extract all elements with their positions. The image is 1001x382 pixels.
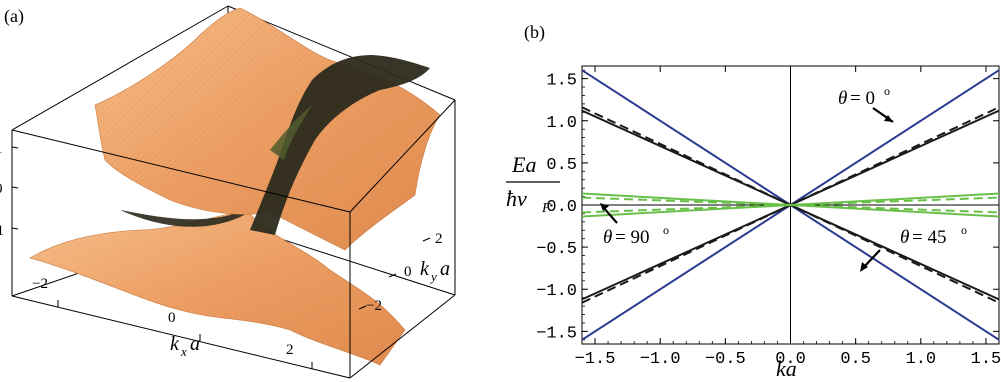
y-tick-label: 1.0 bbox=[546, 114, 577, 133]
panel-a-z-ticks bbox=[11, 146, 19, 230]
panel-b-x-label: ka bbox=[776, 356, 797, 381]
y-tick-label: 0.0 bbox=[546, 198, 577, 217]
surface-lower-sheet bbox=[29, 209, 406, 366]
panel-b-label: (b) bbox=[524, 22, 545, 43]
x-tick-label: −0.5 bbox=[705, 350, 746, 369]
panel-a-y-label: k y a bbox=[420, 258, 450, 284]
panel-a-y-tick-2: 2 bbox=[435, 231, 443, 247]
y-tick-label: −1.0 bbox=[536, 282, 577, 301]
y-tick-label: 1.5 bbox=[546, 72, 577, 91]
svg-text:k: k bbox=[170, 333, 180, 355]
y-tick-label: −0.5 bbox=[536, 240, 577, 259]
x-tick-label: 0.0 bbox=[775, 350, 806, 369]
svg-text:= 45: = 45 bbox=[912, 227, 946, 248]
svg-text:θ: θ bbox=[603, 227, 612, 248]
svg-text:y: y bbox=[429, 269, 437, 284]
panel-a-x-tick-2: 2 bbox=[286, 342, 294, 358]
svg-text:x: x bbox=[180, 344, 187, 359]
svg-text:θ: θ bbox=[900, 227, 909, 248]
arrow-head-theta-45 bbox=[860, 262, 868, 272]
panel-a-y-ticks bbox=[358, 237, 431, 310]
svg-text:a: a bbox=[190, 333, 200, 355]
annotation-theta-45: θ = 45 o bbox=[860, 223, 967, 272]
panel-a-label: (a) bbox=[4, 6, 24, 27]
panel-b-series bbox=[581, 69, 1000, 341]
y-tick-label: 0.5 bbox=[546, 156, 577, 175]
arrow-head-theta-0 bbox=[884, 115, 893, 122]
svg-text:θ: θ bbox=[838, 88, 847, 109]
x-tick-label: 0.5 bbox=[840, 350, 871, 369]
y-tick-label: −1.5 bbox=[536, 324, 577, 343]
arrow-theta-45 bbox=[862, 249, 881, 269]
panel-a: (a) bbox=[0, 5, 456, 379]
panel-b-y-label-den: ħv bbox=[506, 186, 527, 211]
panel-a-z-tick-1: 1 bbox=[0, 141, 3, 157]
svg-text:= 0: = 0 bbox=[850, 88, 875, 109]
panel-a-x-ticks bbox=[57, 300, 313, 369]
svg-text:o: o bbox=[884, 84, 890, 98]
panel-b: (b) Ea ħv F −1.5 −1.0 −0.5 0.0 0.5 1.0 1.5 1.5 1… bbox=[506, 22, 1001, 381]
svg-text:a: a bbox=[440, 258, 450, 280]
series-line-7 bbox=[581, 192, 1000, 218]
annotation-theta-90: θ = 90 o bbox=[600, 203, 669, 248]
panel-b-y-label-num: Ea bbox=[511, 152, 536, 177]
svg-text:o: o bbox=[663, 223, 669, 237]
arrow-head-theta-90 bbox=[600, 203, 609, 211]
panel-a-z-tick-0: 0 bbox=[0, 181, 3, 197]
svg-text:k: k bbox=[420, 258, 430, 280]
panel-a-y-tick-0: 0 bbox=[404, 264, 412, 280]
panel-b-y-label: Ea ħv F bbox=[506, 152, 560, 216]
panel-b-y-label-sub: F bbox=[541, 201, 551, 216]
svg-text:o: o bbox=[961, 223, 967, 237]
panel-a-z-tick-m1: −1 bbox=[0, 223, 4, 239]
svg-text:= 90: = 90 bbox=[615, 227, 649, 248]
panel-a-y-tick-m2: −2 bbox=[366, 298, 382, 314]
x-tick-label: 1.5 bbox=[971, 350, 1001, 369]
panel-a-x-tick-0: 0 bbox=[168, 310, 176, 326]
annotation-theta-0: θ = 0 o bbox=[838, 84, 894, 123]
panel-b-ticks: −1.5 −1.0 −0.5 0.0 0.5 1.0 1.5 1.5 1.0 0.5 0.0 −0.5… bbox=[536, 66, 1001, 369]
panel-a-x-label: k x a bbox=[170, 333, 200, 359]
arrow-theta-90 bbox=[602, 206, 618, 224]
x-tick-label: −1.0 bbox=[640, 350, 681, 369]
x-tick-label: −1.5 bbox=[575, 350, 616, 369]
surface-dirac-ridge-green bbox=[270, 105, 312, 160]
panel-a-x-tick-m2: −2 bbox=[32, 276, 48, 292]
x-tick-label: 1.0 bbox=[906, 350, 937, 369]
panel-a-box-front bbox=[11, 99, 456, 379]
